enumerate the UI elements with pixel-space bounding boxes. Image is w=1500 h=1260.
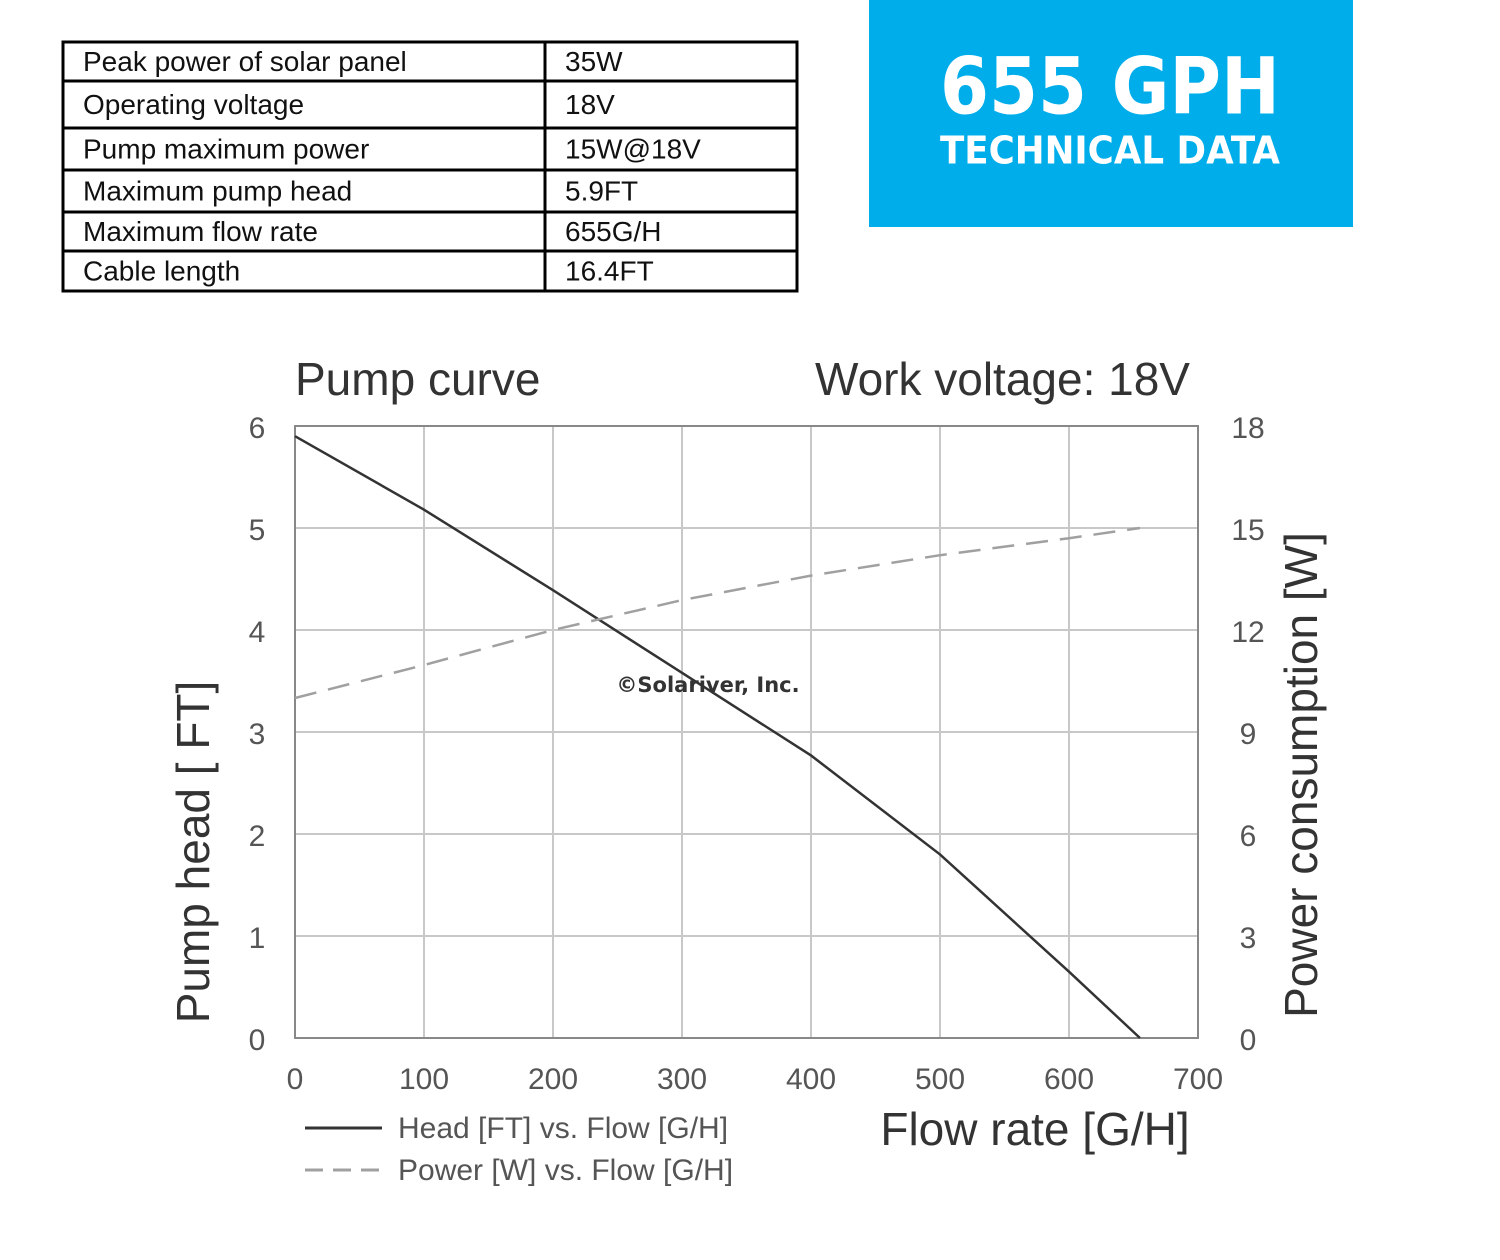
chart-subtitle: Work voltage: 18V	[815, 353, 1190, 405]
badge-subtitle: TECHNICAL DATA	[940, 129, 1281, 173]
table-cell: 16.4FT	[565, 255, 654, 286]
table-cell: Operating voltage	[83, 89, 304, 120]
x-tick-label: 0	[287, 1063, 304, 1096]
x-tick-label: 200	[528, 1063, 578, 1096]
y-axis-label: Pump head [ FT]	[167, 681, 219, 1024]
y-tick-label: 0	[249, 1024, 266, 1057]
x-tick-label: 400	[786, 1063, 836, 1096]
table-cell: 5.9FT	[565, 175, 638, 206]
y2-tick-label: 0	[1240, 1024, 1257, 1057]
chart-title: Pump curve	[295, 353, 540, 405]
table-cell: Maximum flow rate	[83, 216, 318, 247]
y2-tick-label: 15	[1231, 514, 1264, 547]
x-axis-label: Flow rate [G/H]	[880, 1103, 1189, 1155]
y2-tick-label: 12	[1231, 616, 1264, 649]
y-tick-label: 6	[249, 412, 266, 445]
y2-tick-label: 3	[1240, 922, 1257, 955]
table-cell: 18V	[565, 89, 615, 120]
table-cell: Maximum pump head	[83, 175, 352, 206]
x-tick-label: 300	[657, 1063, 707, 1096]
legend-label: Power [W] vs. Flow [G/H]	[398, 1154, 733, 1187]
x-tick-label: 700	[1173, 1063, 1223, 1096]
data-line	[294, 526, 1141, 700]
y-tick-label: 1	[249, 922, 266, 955]
x-tick-label: 100	[399, 1063, 449, 1096]
x-tick-label: 500	[915, 1063, 965, 1096]
y-tick-label: 5	[249, 514, 266, 547]
badge-title: 655 GPH	[940, 42, 1280, 132]
plot-frame	[294, 425, 1199, 1039]
table-cell: Peak power of solar panel	[83, 46, 407, 77]
table-cell: 35W	[565, 46, 623, 77]
y2-tick-label: 18	[1231, 412, 1264, 445]
data-line	[294, 435, 1141, 1039]
y2-tick-label: 9	[1240, 718, 1257, 751]
badge	[869, 0, 1353, 227]
x-tick-label: 600	[1044, 1063, 1094, 1096]
y2-tick-label: 6	[1240, 820, 1257, 853]
table-cell: 655G/H	[565, 216, 662, 247]
watermark: ©Solariver, Inc.	[616, 673, 799, 697]
y-tick-label: 3	[249, 718, 266, 751]
y-tick-label: 4	[249, 616, 266, 649]
table-cell: Pump maximum power	[83, 133, 369, 164]
y2-axis-label: Power consumption [W]	[1275, 532, 1327, 1018]
table-cell: 15W@18V	[565, 133, 701, 164]
y-tick-label: 2	[249, 820, 266, 853]
table-row	[61, 249, 799, 293]
legend-label: Head [FT] vs. Flow [G/H]	[398, 1112, 728, 1145]
table-cell: Cable length	[83, 255, 240, 286]
